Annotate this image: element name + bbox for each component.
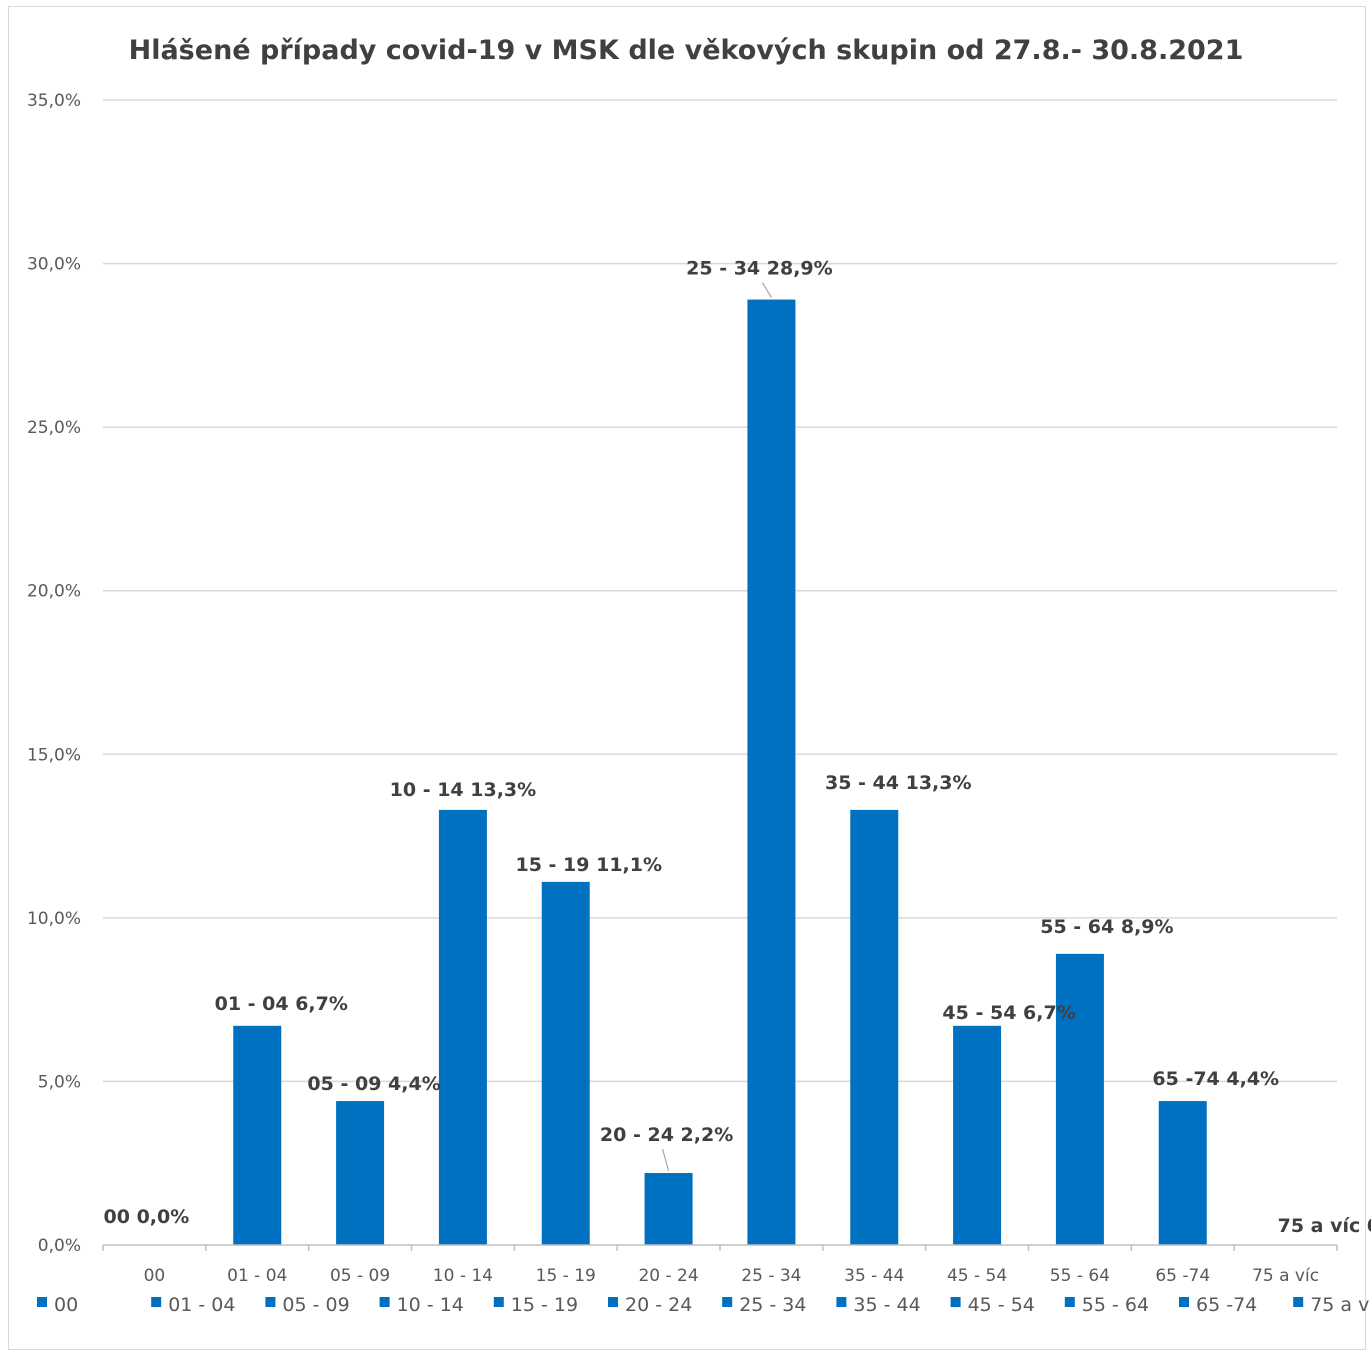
- leader-line: [761, 282, 772, 298]
- y-tick-label: 10,0%: [27, 909, 81, 929]
- bar: [850, 809, 899, 1245]
- legend-label: 01 - 04: [168, 1294, 235, 1316]
- y-tick-label: 30,0%: [27, 255, 81, 275]
- bar: [1158, 1101, 1207, 1245]
- data-labels: 00 0,0% 01 - 04 6,7% 05 - 09 4,4% 10 - 14 1…: [104, 258, 1371, 1237]
- x-tick-label: 55 - 64: [1050, 1266, 1110, 1286]
- data-label: 75 a víc 0,0%: [1278, 1215, 1371, 1237]
- legend-label: 05 - 09: [282, 1294, 349, 1316]
- data-label: 05 - 09 4,4%: [307, 1073, 440, 1095]
- legend-swatch: [608, 1297, 618, 1307]
- legend-swatch: [950, 1297, 961, 1307]
- y-tick-label: 25,0%: [27, 418, 81, 438]
- x-tick-label: 75 a víc: [1252, 1266, 1319, 1286]
- chart-title: Hlášené případy covid-19 v MSK dle věkov…: [129, 35, 1244, 66]
- x-axis: [102, 1244, 1338, 1251]
- legend: 00 01 - 04 05 - 09 10 - 14 15 - 19 20 - 24 25 …: [37, 1294, 1371, 1316]
- legend-label: 65 -74: [1196, 1294, 1257, 1316]
- legend-swatch: [151, 1297, 162, 1307]
- data-label: 15 - 19 11,1%: [515, 854, 662, 876]
- data-label: 00 0,0%: [104, 1206, 190, 1228]
- legend-swatch: [1064, 1297, 1075, 1307]
- legend-swatch: [836, 1297, 847, 1307]
- x-tick-label: 15 - 19: [536, 1266, 596, 1286]
- y-axis-ticks: 0,0% 5,0% 10,0% 15,0% 20,0% 25,0% 30,0% 35,0%: [27, 91, 81, 1256]
- y-tick-label: 0,0%: [38, 1236, 81, 1256]
- x-tick-label: 65 -74: [1155, 1266, 1210, 1286]
- bar: [336, 1101, 385, 1245]
- data-label: 10 - 14 13,3%: [390, 779, 537, 801]
- x-tick-label: 01 - 04: [227, 1266, 287, 1286]
- bar: [747, 299, 796, 1245]
- data-label: 45 - 54 6,7%: [942, 1002, 1075, 1024]
- legend-swatch: [1179, 1297, 1189, 1307]
- legend-label: 75 a víc: [1310, 1294, 1371, 1316]
- data-label: 20 - 24 2,2%: [600, 1124, 733, 1146]
- legend-swatch: [493, 1297, 504, 1307]
- data-label: 65 -74 4,4%: [1152, 1068, 1279, 1090]
- bar: [1055, 953, 1104, 1245]
- x-tick-label: 00: [144, 1266, 166, 1286]
- x-tick-label: 05 - 09: [330, 1266, 390, 1286]
- legend-label: 45 - 54: [968, 1294, 1035, 1316]
- data-label: 55 - 64 8,9%: [1040, 916, 1173, 938]
- x-tick-label: 10 - 14: [433, 1266, 493, 1286]
- leader-line: [662, 1148, 670, 1172]
- legend-swatch: [722, 1297, 733, 1307]
- x-axis-categories: 00 01 - 04 05 - 09 10 - 14 15 - 19 20 - 24 25 …: [144, 1266, 1319, 1286]
- bars: [233, 299, 1207, 1245]
- bar: [233, 1025, 282, 1245]
- x-tick-label: 45 - 54: [947, 1266, 1007, 1286]
- legend-swatch: [37, 1297, 47, 1307]
- legend-label: 15 - 19: [511, 1294, 578, 1316]
- bar: [644, 1173, 693, 1245]
- legend-label: 35 - 44: [853, 1294, 920, 1316]
- data-label: 35 - 44 13,3%: [825, 772, 972, 794]
- data-label: 25 - 34 28,9%: [686, 258, 833, 280]
- y-tick-label: 35,0%: [27, 91, 81, 111]
- bar: [953, 1025, 1002, 1245]
- x-tick-label: 35 - 44: [844, 1266, 904, 1286]
- y-tick-label: 5,0%: [38, 1072, 81, 1092]
- bar: [541, 881, 590, 1245]
- y-tick-label: 20,0%: [27, 582, 81, 602]
- legend-label: 10 - 14: [397, 1294, 464, 1316]
- x-tick-label: 20 - 24: [638, 1266, 698, 1286]
- legend-swatch: [379, 1297, 390, 1307]
- legend-label: 20 - 24: [625, 1294, 692, 1316]
- legend-label: 55 - 64: [1082, 1294, 1149, 1316]
- data-label: 01 - 04 6,7%: [215, 993, 348, 1015]
- legend-swatch: [265, 1297, 276, 1307]
- x-tick-label: 25 - 34: [741, 1266, 801, 1286]
- legend-label: 00: [54, 1294, 78, 1316]
- gridlines: [103, 99, 1337, 1083]
- bar: [438, 809, 487, 1245]
- legend-label: 25 - 34: [739, 1294, 806, 1316]
- y-tick-label: 15,0%: [27, 745, 81, 765]
- legend-swatch: [1293, 1297, 1304, 1307]
